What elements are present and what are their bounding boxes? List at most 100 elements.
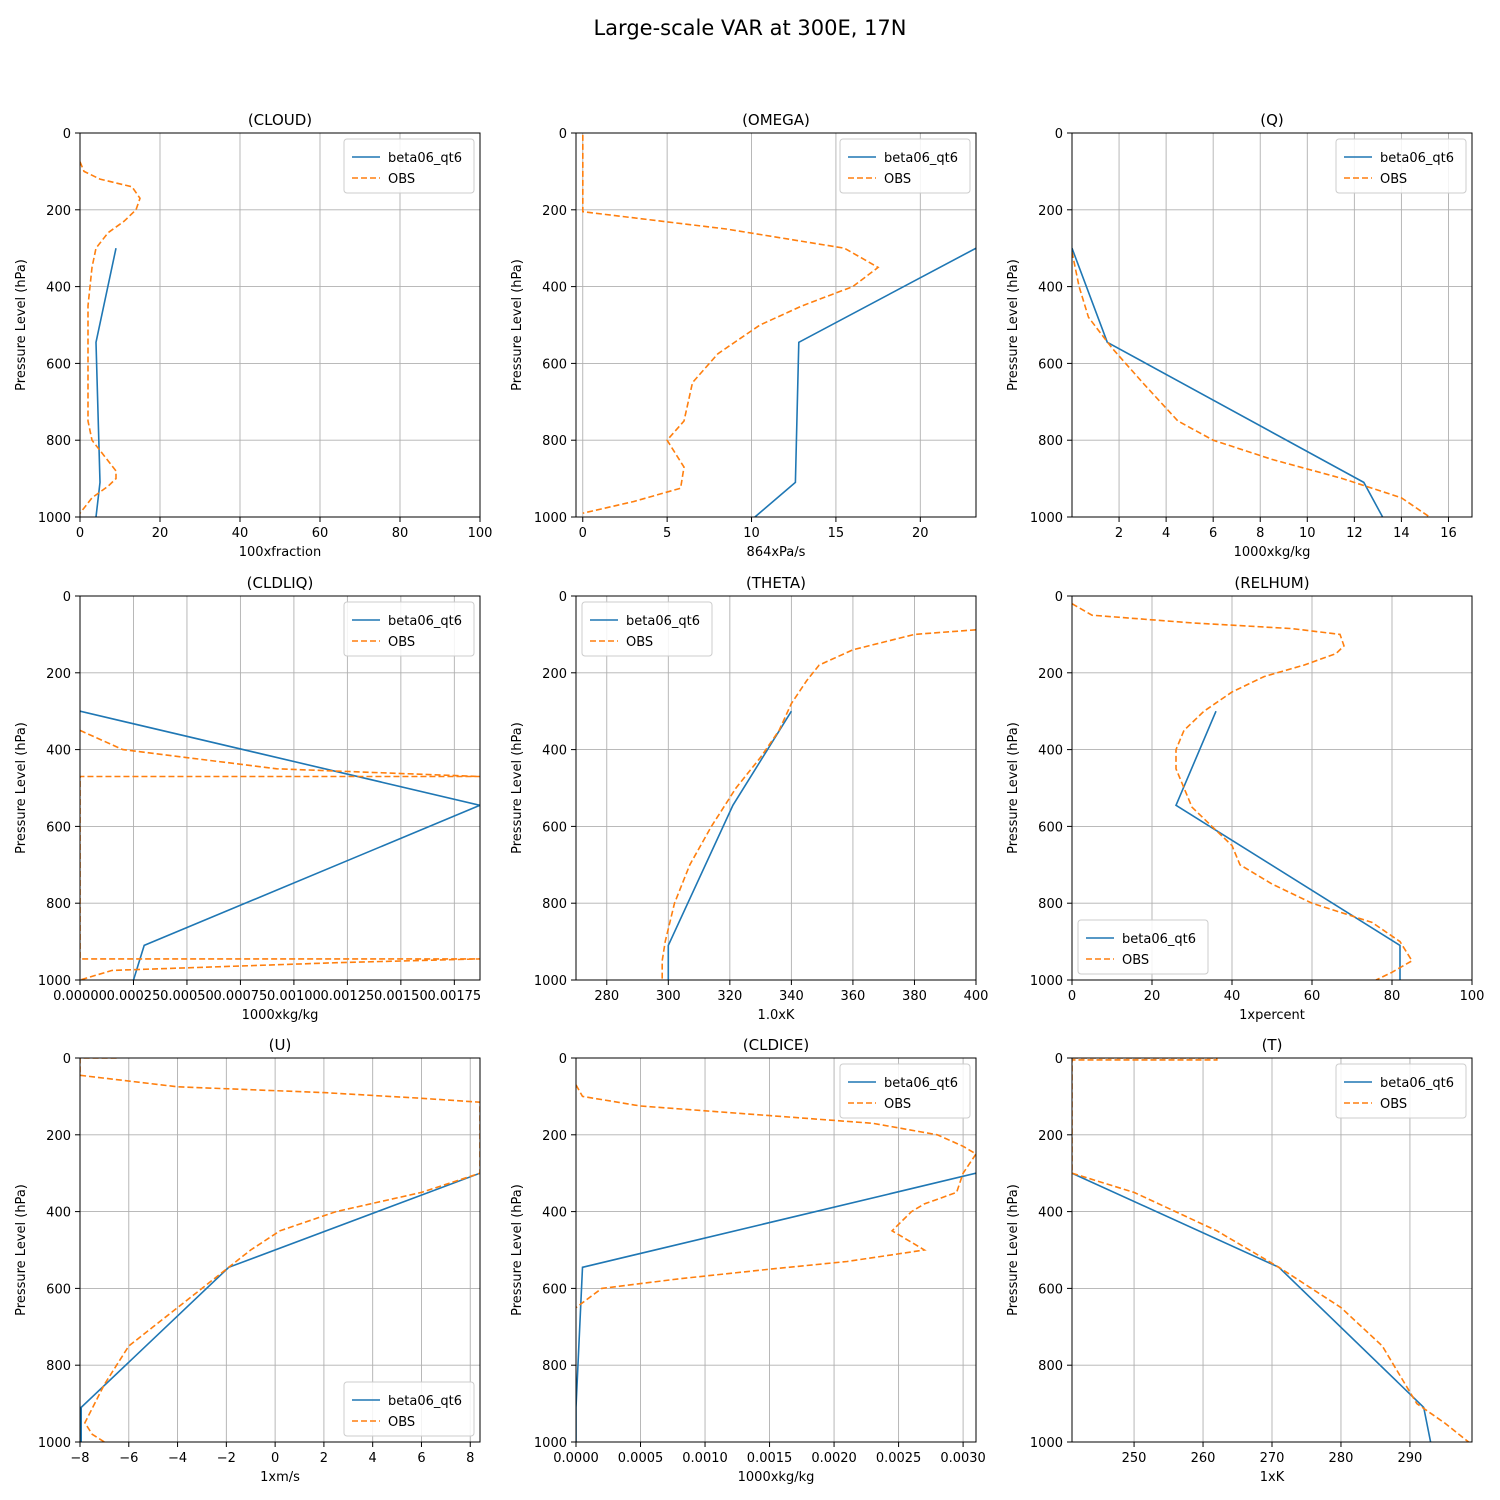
x-tick-label: 0 bbox=[271, 1451, 279, 1466]
x-tick-label: 260 bbox=[1191, 1451, 1216, 1466]
y-tick-label: 200 bbox=[1038, 1129, 1063, 1144]
legend-label-obs: OBS bbox=[1380, 1097, 1407, 1112]
legend-label-model: beta06_qt6 bbox=[388, 1394, 462, 1409]
legend: beta06_qt6 OBS bbox=[581, 601, 713, 657]
x-tick-label: 40 bbox=[1224, 989, 1241, 1004]
x-tick-label: 320 bbox=[717, 989, 742, 1004]
subplot-title: (Q) bbox=[1260, 111, 1284, 129]
y-tick-label: 400 bbox=[46, 1206, 71, 1221]
x-tick-label: 0.00175 bbox=[427, 989, 481, 1004]
x-tick-label: 6 bbox=[417, 1451, 425, 1466]
y-tick-label: 1000 bbox=[38, 511, 71, 526]
series-line-model bbox=[576, 1172, 976, 1442]
legend: beta06_qt6 OBS bbox=[1335, 138, 1467, 194]
x-tick-label: 6 bbox=[1209, 526, 1217, 541]
y-tick-label: 400 bbox=[46, 744, 71, 759]
series-line-obs bbox=[1072, 603, 1414, 980]
y-tick-label: 200 bbox=[46, 667, 71, 682]
legend: beta06_qt6 OBS bbox=[1077, 919, 1209, 975]
x-tick-label: 0.0005 bbox=[618, 1451, 664, 1466]
x-tick-label: 8 bbox=[466, 1451, 474, 1466]
x-axis-label: 1xm/s bbox=[260, 1470, 300, 1485]
series-line-obs bbox=[80, 1058, 480, 1442]
y-tick-label: 1000 bbox=[1030, 974, 1063, 989]
x-tick-label: 0.0015 bbox=[747, 1451, 793, 1466]
x-tick-label: 0 bbox=[76, 526, 84, 541]
y-tick-label: 600 bbox=[46, 820, 71, 835]
subplot-2: 0 5 10 15 2002004006008001000(OMEGA)864xPa/s… bbox=[510, 111, 977, 560]
y-tick-label: 0 bbox=[559, 590, 567, 605]
x-tick-label: 0.0025 bbox=[876, 1451, 922, 1466]
x-tick-label: 280 bbox=[1329, 1451, 1354, 1466]
axes-frame bbox=[575, 1057, 977, 1443]
x-tick-label: 100 bbox=[1460, 989, 1485, 1004]
y-tick-label: 0 bbox=[1055, 1052, 1063, 1067]
x-axis-label: 100xfraction bbox=[239, 545, 321, 560]
axes-frame bbox=[79, 595, 481, 981]
y-tick-label: 200 bbox=[1038, 204, 1063, 219]
axes-frame bbox=[575, 132, 977, 518]
y-tick-label: 200 bbox=[1038, 667, 1063, 682]
y-tick-label: 0 bbox=[1055, 590, 1063, 605]
x-tick-label: 0.00000 bbox=[53, 989, 107, 1004]
legend-box bbox=[839, 1063, 971, 1119]
legend-label-obs: OBS bbox=[1122, 953, 1149, 968]
y-tick-label: 1000 bbox=[534, 974, 567, 989]
series-line-obs bbox=[1072, 1058, 1470, 1442]
x-tick-label: 0 bbox=[1068, 989, 1076, 1004]
y-tick-label: 800 bbox=[542, 897, 567, 912]
y-tick-label: 0 bbox=[559, 127, 567, 142]
x-tick-label: 4 bbox=[369, 1451, 377, 1466]
x-tick-label: 300 bbox=[656, 989, 681, 1004]
x-tick-label: 60 bbox=[1304, 989, 1321, 1004]
series-line-model bbox=[754, 247, 976, 517]
y-tick-label: 400 bbox=[542, 1206, 567, 1221]
y-tick-label: 1000 bbox=[38, 974, 71, 989]
series-line-model bbox=[80, 710, 480, 980]
legend: beta06_qt6 OBS bbox=[343, 138, 475, 194]
x-tick-label: 0.0000 bbox=[553, 1451, 599, 1466]
x-axis-label: 1.0xK bbox=[758, 1008, 795, 1023]
y-axis-label: Pressure Level (hPa) bbox=[510, 259, 525, 391]
x-tick-label: 5 bbox=[663, 526, 671, 541]
subplot-8: 0.0000 0.0005 0.0010 0.0015 0.0020 0.0025 0.00… bbox=[510, 1036, 986, 1485]
x-tick-label: 2 bbox=[320, 1451, 328, 1466]
subplot-title: (CLOUD) bbox=[248, 111, 312, 129]
y-axis-label: Pressure Level (hPa) bbox=[510, 722, 525, 854]
subplot-1: 0 20 40 60 80 10002004006008001000(CLOUD)100x… bbox=[14, 111, 492, 560]
x-axis-label: 1000xkg/kg bbox=[242, 1008, 319, 1023]
legend-label-obs: OBS bbox=[388, 1415, 415, 1430]
series-line-obs bbox=[576, 1084, 976, 1309]
y-tick-label: 200 bbox=[46, 1129, 71, 1144]
y-axis-label: Pressure Level (hPa) bbox=[1006, 722, 1021, 854]
series-line-obs bbox=[1072, 251, 1431, 517]
y-tick-label: 0 bbox=[63, 590, 71, 605]
subplot-title: (CLDICE) bbox=[743, 1036, 809, 1054]
y-tick-label: 0 bbox=[559, 1052, 567, 1067]
y-tick-label: 1000 bbox=[1030, 1436, 1063, 1451]
x-tick-label: 100 bbox=[468, 526, 493, 541]
x-tick-label: 380 bbox=[902, 989, 927, 1004]
series-line-model bbox=[667, 710, 793, 980]
x-tick-label: 16 bbox=[1440, 526, 1457, 541]
legend: beta06_qt6 OBS bbox=[839, 138, 971, 194]
legend: beta06_qt6 OBS bbox=[343, 1381, 475, 1437]
x-axis-label: 1000xkg/kg bbox=[1234, 545, 1311, 560]
y-tick-label: 600 bbox=[1038, 357, 1063, 372]
legend: beta06_qt6 OBS bbox=[343, 601, 475, 657]
series-line-obs bbox=[80, 161, 141, 514]
x-axis-label: 1000xkg/kg bbox=[738, 1470, 815, 1485]
axes-frame bbox=[79, 132, 481, 518]
x-tick-label: 360 bbox=[841, 989, 866, 1004]
x-tick-label: 20 bbox=[912, 526, 929, 541]
y-tick-label: 200 bbox=[542, 667, 567, 682]
x-tick-label: 80 bbox=[392, 526, 409, 541]
subplot-title: (U) bbox=[269, 1036, 292, 1054]
legend-box bbox=[581, 601, 713, 657]
legend-box bbox=[839, 138, 971, 194]
y-tick-label: 400 bbox=[1038, 281, 1063, 296]
series-line-model bbox=[1174, 710, 1401, 980]
x-tick-label: 400 bbox=[964, 989, 989, 1004]
legend-label-obs: OBS bbox=[388, 172, 415, 187]
